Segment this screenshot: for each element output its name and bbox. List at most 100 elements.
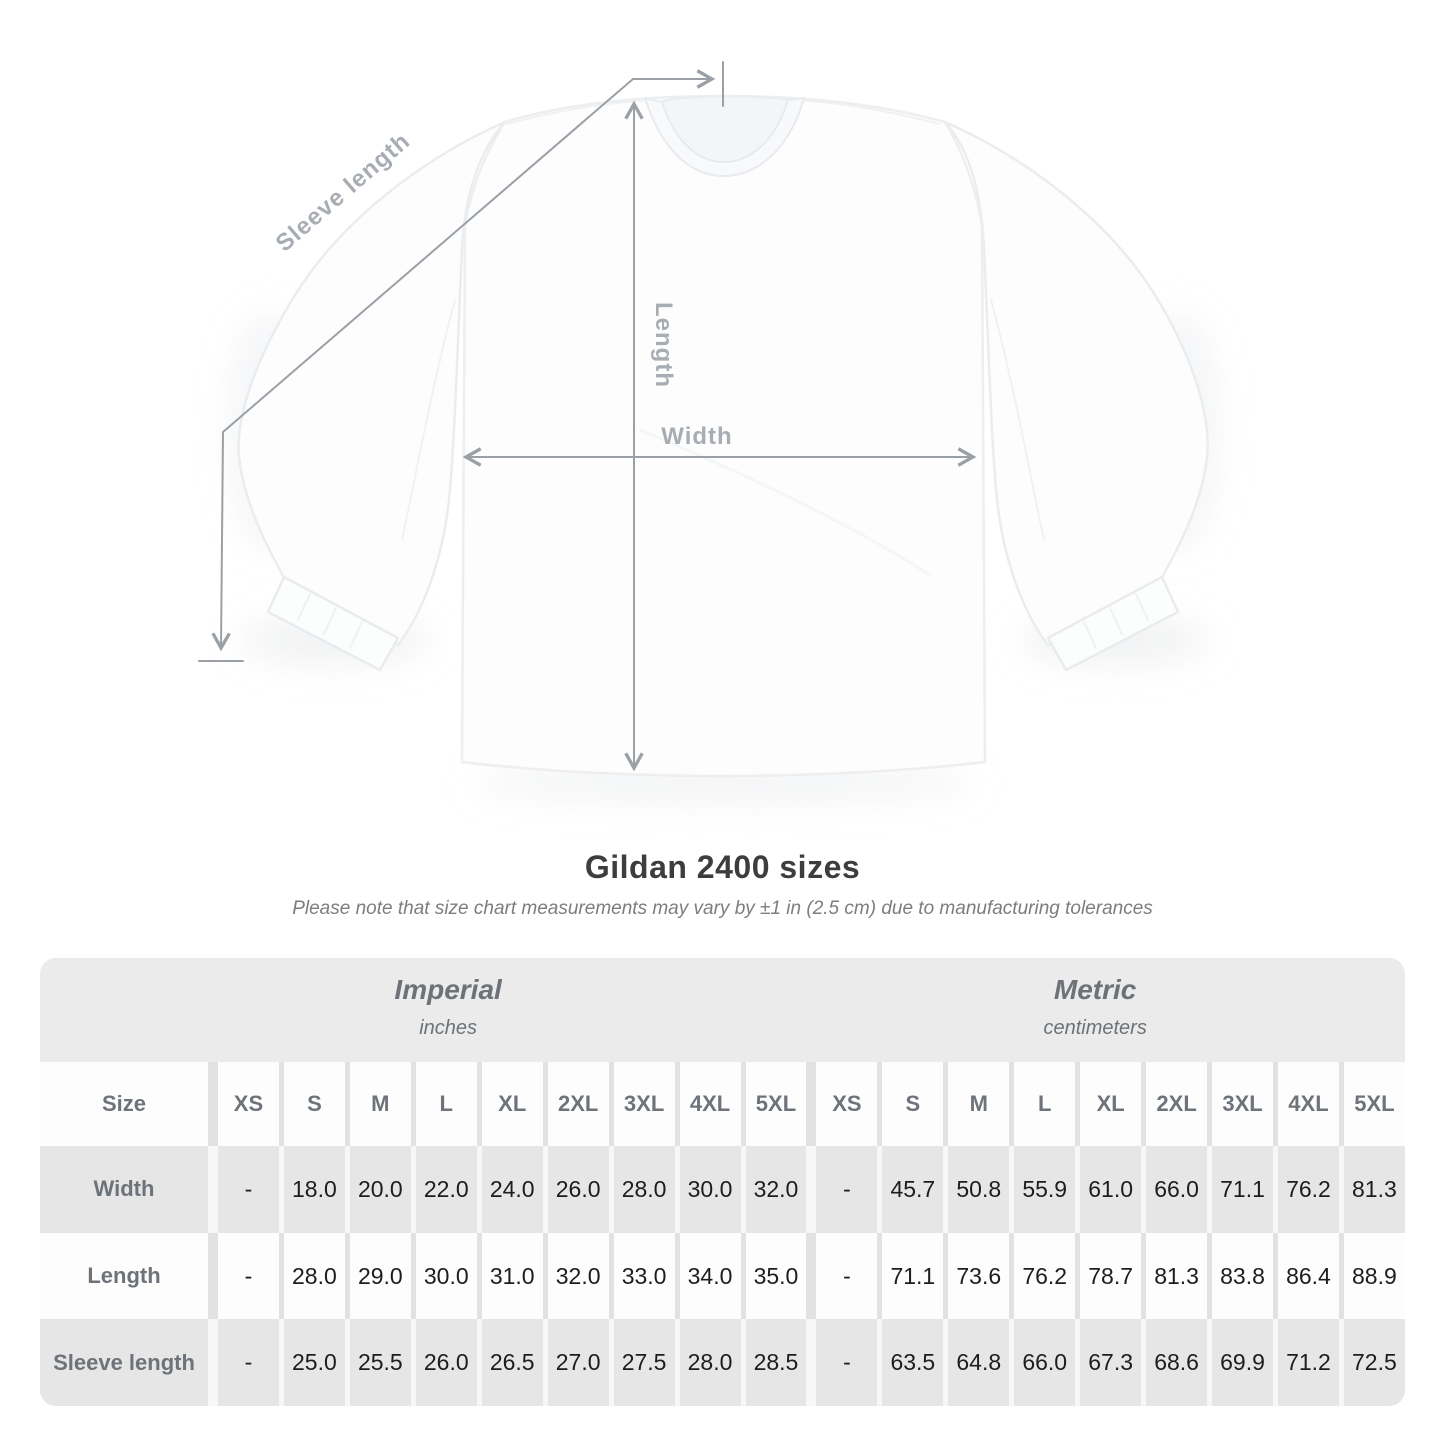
table-cell: 67.3 (1080, 1319, 1142, 1406)
table-cell: 26.0 (415, 1319, 477, 1406)
size-col-metric-xl: XL (1080, 1062, 1142, 1146)
size-col-metric-s: S (882, 1062, 944, 1146)
size-column-header: Size (40, 1062, 208, 1146)
shirt-measurement-diagram: Sleeve length Length Width (198, 61, 1220, 804)
size-col-imperial-5xl: 5XL (745, 1062, 807, 1146)
size-col-imperial-s: S (283, 1062, 345, 1146)
imperial-unit: inches (419, 1017, 478, 1039)
size-col-metric-5xl: 5XL (1343, 1062, 1405, 1146)
table-cell: 63.5 (882, 1319, 944, 1406)
table-cell: - (816, 1232, 878, 1320)
table-cell: 30.0 (679, 1146, 741, 1233)
table-cell: 68.6 (1146, 1319, 1208, 1406)
table-cell: 28.0 (283, 1232, 345, 1320)
table-row-width: Width - 18.0 20.0 22.0 24.0 26.0 28.0 30… (40, 1146, 1405, 1233)
table-cell: 55.9 (1014, 1146, 1076, 1233)
table-cell: - (816, 1146, 878, 1233)
table-cell: 61.0 (1080, 1146, 1142, 1233)
table-cell: 35.0 (745, 1232, 807, 1320)
table-cell: 25.5 (349, 1319, 411, 1406)
table-cell: 71.1 (1212, 1146, 1273, 1233)
table-cell: 32.0 (745, 1146, 807, 1233)
table-cell: 30.0 (415, 1232, 477, 1320)
size-col-metric-m: M (948, 1062, 1010, 1146)
table-cell: 27.0 (547, 1319, 609, 1406)
size-header-row: Size XS S M L XL 2XL 3XL 4XL 5XL XS S M … (40, 1062, 1405, 1146)
metric-group-label: Metric centimeters (1043, 973, 1146, 1040)
size-col-imperial-m: M (349, 1062, 411, 1146)
table-cell: - (218, 1232, 279, 1320)
size-col-imperial-4xl: 4XL (679, 1062, 741, 1146)
table-cell: 28.0 (613, 1146, 675, 1233)
right-cuff (1046, 575, 1180, 672)
table-row-length: Length - 28.0 29.0 30.0 31.0 32.0 33.0 3… (40, 1232, 1405, 1320)
row-label: Sleeve length (40, 1319, 208, 1406)
table-cell: 81.3 (1343, 1146, 1405, 1233)
table-cell: 27.5 (613, 1319, 675, 1406)
table-cell: 76.2 (1014, 1232, 1076, 1320)
size-col-metric-4xl: 4XL (1278, 1062, 1339, 1146)
table-cell: 78.7 (1080, 1232, 1142, 1320)
measurement-arrows (198, 61, 977, 772)
table-cell: 28.0 (679, 1319, 741, 1406)
table-group-header: Imperial inches Metric centimeters (40, 958, 1405, 1062)
table-cell: 71.2 (1278, 1319, 1339, 1406)
collar-band (644, 97, 805, 177)
table-cell: 26.0 (547, 1146, 609, 1233)
size-col-metric-2xl: 2XL (1146, 1062, 1208, 1146)
table-cell: 66.0 (1146, 1146, 1208, 1233)
table-cell: 72.5 (1343, 1319, 1405, 1406)
metric-name: Metric (1053, 974, 1137, 1005)
size-col-metric-3xl: 3XL (1212, 1062, 1273, 1146)
table-cell: 45.7 (882, 1146, 944, 1233)
table-cell: 73.6 (948, 1232, 1010, 1320)
table-cell: 66.0 (1014, 1319, 1076, 1406)
table-cell: 29.0 (349, 1232, 411, 1320)
table-cell: 28.5 (745, 1319, 807, 1406)
size-col-imperial-xl: XL (481, 1062, 543, 1146)
table-cell: - (218, 1319, 279, 1406)
table-cell: 34.0 (679, 1232, 741, 1320)
table-cell: 86.4 (1278, 1232, 1339, 1320)
table-cell: 33.0 (613, 1232, 675, 1320)
table-cell: 83.8 (1212, 1232, 1273, 1320)
table-cell: 88.9 (1343, 1232, 1405, 1320)
size-table: Imperial inches Metric centimeters Size … (40, 958, 1405, 1406)
size-col-imperial-3xl: 3XL (613, 1062, 675, 1146)
size-col-imperial-2xl: 2XL (547, 1062, 609, 1146)
table-cell: 18.0 (283, 1146, 345, 1233)
table-cell: 76.2 (1278, 1146, 1339, 1233)
table-cell: 22.0 (415, 1146, 477, 1233)
table-row-sleeve-length: Sleeve length - 25.0 25.5 26.0 26.5 27.0… (40, 1319, 1405, 1406)
table-cell: 20.0 (349, 1146, 411, 1233)
size-col-imperial-xs: XS (218, 1062, 279, 1146)
table-cell: 69.9 (1212, 1319, 1273, 1406)
table-cell: 24.0 (481, 1146, 543, 1233)
table-cell: 25.0 (283, 1319, 345, 1406)
table-cell: 31.0 (481, 1232, 543, 1320)
table-cell: 26.5 (481, 1319, 543, 1406)
table-cell: - (218, 1146, 279, 1233)
size-col-imperial-l: L (415, 1062, 477, 1146)
size-col-metric-l: L (1014, 1062, 1076, 1146)
table-cell: 81.3 (1146, 1232, 1208, 1320)
page-subtitle: Please note that size chart measurements… (292, 898, 1153, 919)
left-cuff (266, 575, 400, 672)
table-cell: 71.1 (882, 1232, 944, 1320)
length-label: Length (650, 302, 677, 388)
metric-unit: centimeters (1043, 1017, 1147, 1039)
row-label: Length (40, 1232, 208, 1320)
row-label: Width (40, 1146, 208, 1233)
sleeve-length-arrow (198, 61, 724, 662)
imperial-name: Imperial (394, 974, 502, 1005)
table-cell: 32.0 (547, 1232, 609, 1320)
imperial-group-label: Imperial inches (394, 973, 501, 1040)
table-cell: - (816, 1319, 878, 1406)
size-col-metric-xs: XS (816, 1062, 878, 1146)
width-label: Width (661, 423, 732, 450)
table-cell: 50.8 (948, 1146, 1010, 1233)
collar-opening (662, 95, 788, 162)
page-title: Gildan 2400 sizes (584, 849, 861, 885)
table-cell: 64.8 (948, 1319, 1010, 1406)
